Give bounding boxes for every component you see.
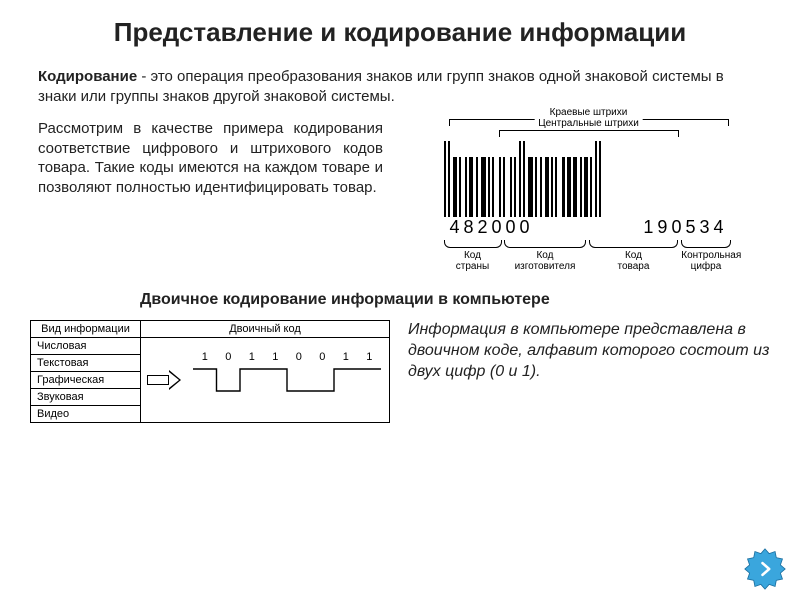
barcode-group-braces: КодстраныКодизготовителяКодтовараКонтрол… [444,240,734,278]
page-title: Представление и кодирование информации [0,0,800,57]
barcode-digits-right: 190534 [643,217,727,238]
binary-code-cell: 10110011 [141,338,390,423]
barcode-inner-brace: Центральные штрихи [499,130,679,131]
table-row: Видео [31,406,141,423]
table-row: Звуковая [31,389,141,406]
subheading: Двоичное кодирование информации в компью… [0,278,800,316]
barcode-outer-label: Краевые штрихи [546,107,632,118]
definition-paragraph: Кодирование - это операция преобразовани… [0,57,800,114]
binary-table: Вид информации Двоичный код Числовая 101… [30,320,390,423]
arrow-icon [147,370,181,390]
barcode-bars [444,141,734,217]
binary-waveform: 10110011 [193,365,381,395]
table-row: Текстовая [31,355,141,372]
table-row: Графическая [31,372,141,389]
definition-body: - это операция преобразования знаков или… [38,68,724,105]
definition-term: Кодирование [38,68,137,85]
next-nav-button[interactable] [744,548,786,590]
example-paragraph: Рассмотрим в качестве примера кодировани… [38,119,383,278]
table-row: Числовая [31,338,141,355]
barcode-inner-label: Центральные штрихи [534,118,643,129]
barcode-digits-left: 482000 [450,217,534,238]
computer-info-text: Информация в компьютере представлена в д… [408,320,774,382]
barcode-digits: 482000 190534 [444,217,734,238]
table-header-type: Вид информации [31,321,141,338]
table-header-code: Двоичный код [141,321,390,338]
barcode-diagram: Краевые штрихи Центральные штрихи 482000… [397,119,780,278]
